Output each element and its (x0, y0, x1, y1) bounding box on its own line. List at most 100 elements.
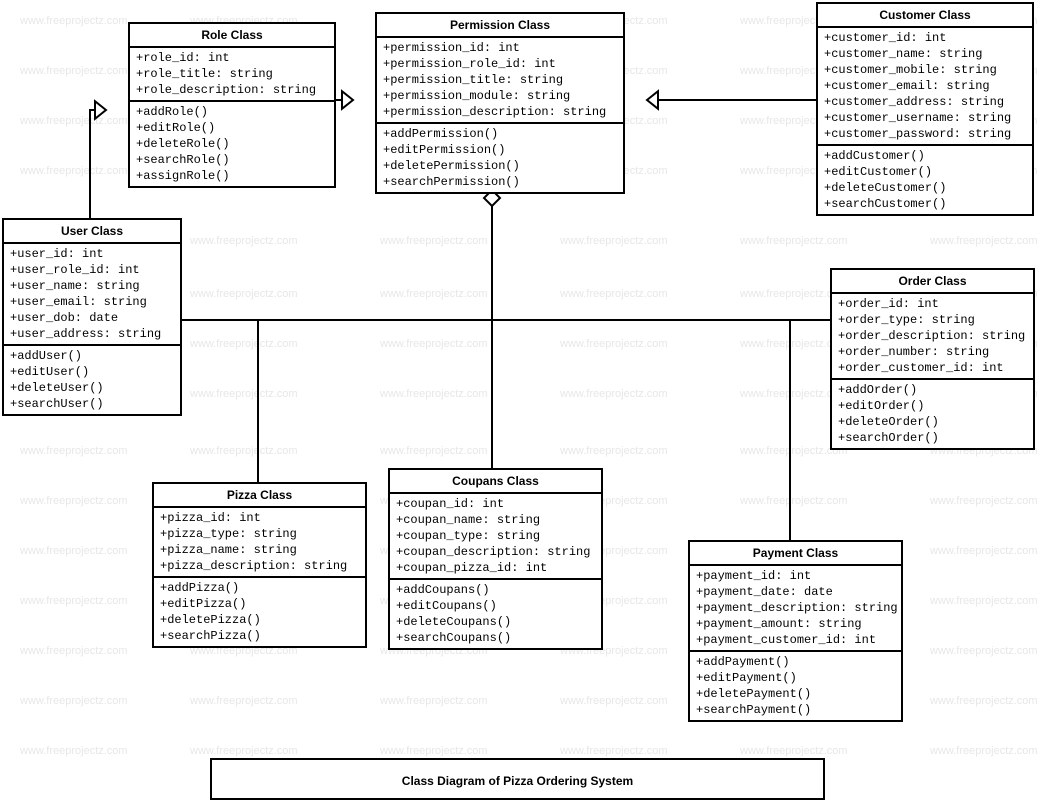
uml-class-title: Customer Class (818, 4, 1032, 28)
watermark-text: www.freeprojectz.com (380, 235, 488, 247)
uml-method-row: +editCoupans() (396, 598, 595, 614)
uml-attribute-row: +role_description: string (136, 82, 328, 98)
uml-attribute-row: +coupan_pizza_id: int (396, 560, 595, 576)
uml-method-row: +addCoupans() (396, 582, 595, 598)
watermark-text: www.freeprojectz.com (930, 695, 1038, 707)
uml-attribute-row: +customer_username: string (824, 110, 1026, 126)
uml-class-title: Role Class (130, 24, 334, 48)
uml-methods: +addOrder()+editOrder()+deleteOrder()+se… (832, 380, 1033, 448)
watermark-text: www.freeprojectz.com (190, 695, 298, 707)
watermark-text: www.freeprojectz.com (190, 745, 298, 757)
uml-attribute-row: +order_description: string (838, 328, 1027, 344)
diagram-stage: www.freeprojectz.com www.freeprojectz.com… (0, 0, 1040, 804)
uml-attribute-row: +user_name: string (10, 278, 174, 294)
watermark-text: www.freeprojectz.com (560, 695, 668, 707)
watermark-text: www.freeprojectz.com (20, 645, 128, 657)
watermark-text: www.freeprojectz.com (380, 338, 488, 350)
watermark-text: www.freeprojectz.com (930, 595, 1038, 607)
uml-method-row: +addOrder() (838, 382, 1027, 398)
watermark-text: www.freeprojectz.com (20, 65, 128, 77)
uml-class-order: Order Class+order_id: int+order_type: st… (830, 268, 1035, 450)
uml-method-row: +searchRole() (136, 152, 328, 168)
uml-attribute-row: +user_email: string (10, 294, 174, 310)
uml-attribute-row: +customer_password: string (824, 126, 1026, 142)
watermark-text: www.freeprojectz.com (380, 695, 488, 707)
uml-class-payment: Payment Class+payment_id: int+payment_da… (688, 540, 903, 722)
watermark-text: www.freeprojectz.com (380, 288, 488, 300)
watermark-text: www.freeprojectz.com (930, 745, 1038, 757)
uml-method-row: +editPermission() (383, 142, 617, 158)
uml-attribute-row: +coupan_description: string (396, 544, 595, 560)
watermark-text: www.freeprojectz.com (20, 595, 128, 607)
uml-attribute-row: +customer_address: string (824, 94, 1026, 110)
uml-method-row: +addPayment() (696, 654, 895, 670)
uml-method-row: +assignRole() (136, 168, 328, 184)
uml-class-title: Payment Class (690, 542, 901, 566)
uml-attribute-row: +coupan_name: string (396, 512, 595, 528)
uml-attribute-row: +permission_module: string (383, 88, 617, 104)
watermark-text: www.freeprojectz.com (20, 15, 128, 27)
uml-attribute-row: +pizza_description: string (160, 558, 359, 574)
uml-method-row: +searchPayment() (696, 702, 895, 718)
uml-attribute-row: +user_address: string (10, 326, 174, 342)
uml-attribute-row: +customer_email: string (824, 78, 1026, 94)
uml-class-title: Permission Class (377, 14, 623, 38)
watermark-text: www.freeprojectz.com (190, 445, 298, 457)
uml-attribute-row: +payment_description: string (696, 600, 895, 616)
uml-class-customer: Customer Class+customer_id: int+customer… (816, 2, 1034, 216)
uml-method-row: +editPizza() (160, 596, 359, 612)
watermark-text: www.freeprojectz.com (740, 235, 848, 247)
watermark-text: www.freeprojectz.com (380, 388, 488, 400)
watermark-text: www.freeprojectz.com (560, 235, 668, 247)
uml-attribute-row: +permission_role_id: int (383, 56, 617, 72)
uml-methods: +addUser()+editUser()+deleteUser()+searc… (4, 346, 180, 414)
uml-attributes: +customer_id: int+customer_name: string+… (818, 28, 1032, 146)
uml-methods: +addRole()+editRole()+deleteRole()+searc… (130, 102, 334, 186)
watermark-text: www.freeprojectz.com (380, 445, 488, 457)
watermark-text: www.freeprojectz.com (190, 388, 298, 400)
uml-attribute-row: +user_id: int (10, 246, 174, 262)
uml-attribute-row: +role_title: string (136, 66, 328, 82)
watermark-text: www.freeprojectz.com (560, 338, 668, 350)
uml-class-title: Order Class (832, 270, 1033, 294)
uml-method-row: +searchCustomer() (824, 196, 1026, 212)
watermark-text: www.freeprojectz.com (930, 235, 1038, 247)
watermark-text: www.freeprojectz.com (560, 445, 668, 457)
uml-attributes: +payment_id: int+payment_date: date+paym… (690, 566, 901, 652)
watermark-text: www.freeprojectz.com (190, 235, 298, 247)
uml-attribute-row: +customer_mobile: string (824, 62, 1026, 78)
watermark-text: www.freeprojectz.com (930, 495, 1038, 507)
uml-class-role: Role Class +role_id: int+role_title: stri… (128, 22, 336, 188)
uml-method-row: +editOrder() (838, 398, 1027, 414)
watermark-text: www.freeprojectz.com (380, 745, 488, 757)
uml-attribute-row: +order_customer_id: int (838, 360, 1027, 376)
uml-attribute-row: +coupan_type: string (396, 528, 595, 544)
uml-attribute-row: +order_id: int (838, 296, 1027, 312)
watermark-text: www.freeprojectz.com (20, 445, 128, 457)
uml-method-row: +deleteCustomer() (824, 180, 1026, 196)
uml-attribute-row: +pizza_id: int (160, 510, 359, 526)
watermark-text: www.freeprojectz.com (20, 545, 128, 557)
uml-attribute-row: +pizza_name: string (160, 542, 359, 558)
watermark-text: www.freeprojectz.com (560, 388, 668, 400)
uml-method-row: +deletePizza() (160, 612, 359, 628)
uml-methods: +addPayment()+editPayment()+deletePaymen… (690, 652, 901, 720)
uml-attribute-row: +user_dob: date (10, 310, 174, 326)
uml-attribute-row: +payment_date: date (696, 584, 895, 600)
diagram-title: Class Diagram of Pizza Ordering System (210, 758, 825, 800)
uml-attribute-row: +role_id: int (136, 50, 328, 66)
uml-method-row: +searchUser() (10, 396, 174, 412)
uml-attribute-row: +payment_customer_id: int (696, 632, 895, 648)
watermark-text: www.freeprojectz.com (190, 338, 298, 350)
uml-class-coupans: Coupans Class+coupan_id: int+coupan_name… (388, 468, 603, 650)
uml-method-row: +deleteOrder() (838, 414, 1027, 430)
uml-method-row: +searchOrder() (838, 430, 1027, 446)
watermark-text: www.freeprojectz.com (190, 288, 298, 300)
uml-method-row: +addCustomer() (824, 148, 1026, 164)
watermark-text: www.freeprojectz.com (740, 495, 848, 507)
uml-attribute-row: +customer_id: int (824, 30, 1026, 46)
uml-method-row: +addUser() (10, 348, 174, 364)
watermark-text: www.freeprojectz.com (20, 165, 128, 177)
uml-attributes: +user_id: int+user_role_id: int+user_nam… (4, 244, 180, 346)
watermark-text: www.freeprojectz.com (740, 745, 848, 757)
